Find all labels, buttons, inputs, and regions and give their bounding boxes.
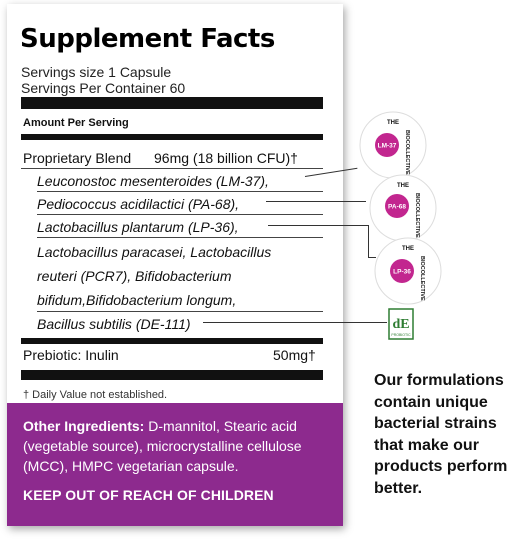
daily-value-footnote: † Daily Value not established. bbox=[23, 389, 168, 401]
strain-line: Pediococcus acidilactici (PA-68), bbox=[37, 196, 240, 212]
row-divider bbox=[37, 311, 323, 312]
svg-text:BIOCOLLECTIVE: BIOCOLLECTIVE bbox=[419, 256, 425, 301]
svg-text:LP-36: LP-36 bbox=[393, 269, 411, 276]
de111-logo: dE PROBIOTIC bbox=[388, 308, 414, 340]
supplement-facts-panel: Supplement Facts Servings size 1 Capsule… bbox=[7, 4, 343, 526]
strain-line: Lactobacillus paracasei, Lactobacillus bbox=[37, 244, 272, 260]
biocollective-badge-pa68: THE PA-68 BIOCOLLECTIVE bbox=[369, 174, 437, 242]
leader-line-lp36-v bbox=[368, 225, 369, 257]
warning-text: KEEP OUT OF REACH OF CHILDREN bbox=[23, 487, 274, 503]
strain-line: Leuconostoc mesenteroides (LM-37), bbox=[37, 173, 269, 189]
svg-text:LM-37: LM-37 bbox=[378, 143, 397, 150]
svg-text:THE: THE bbox=[402, 246, 414, 252]
leader-line-lp36-h bbox=[268, 225, 368, 226]
other-ingredients-label: Other Ingredients: bbox=[23, 418, 145, 434]
svg-text:BIOCOLLECTIVE: BIOCOLLECTIVE bbox=[414, 193, 420, 238]
row-divider bbox=[37, 237, 323, 238]
blend-label: Proprietary Blend bbox=[23, 150, 132, 166]
serving-size: Servings size 1 Capsule bbox=[21, 64, 172, 80]
leader-line-de111 bbox=[203, 322, 387, 323]
svg-text:dE: dE bbox=[392, 317, 409, 332]
strain-line: bifidum,Bifidobacterium longum, bbox=[37, 292, 237, 308]
other-ingredients-text: D-mannitol, Stearic acid (vegetable sour… bbox=[23, 418, 302, 474]
row-divider bbox=[21, 168, 323, 169]
panel-title: Supplement Facts bbox=[20, 24, 275, 54]
thick-divider bbox=[21, 370, 323, 380]
svg-text:PA-68: PA-68 bbox=[388, 204, 406, 211]
row-divider bbox=[37, 214, 323, 215]
svg-text:PROBIOTIC: PROBIOTIC bbox=[391, 333, 411, 337]
leader-line-pa68 bbox=[266, 201, 366, 202]
amount-per-serving-header: Amount Per Serving bbox=[23, 117, 129, 129]
other-ingredients-band: Other Ingredients: D-mannitol, Stearic a… bbox=[7, 403, 343, 526]
strain-line: Bacillus subtilis (DE-111) bbox=[37, 316, 191, 332]
row-divider bbox=[37, 191, 323, 192]
svg-text:BIOCOLLECTIVE: BIOCOLLECTIVE bbox=[404, 130, 410, 175]
svg-text:THE: THE bbox=[387, 120, 399, 126]
other-ingredients: Other Ingredients: D-mannitol, Stearic a… bbox=[23, 416, 333, 476]
strain-line: reuteri (PCR7), Bifidobacterium bbox=[37, 268, 232, 284]
medium-divider bbox=[21, 338, 323, 344]
prebiotic-amount: 50mg† bbox=[273, 347, 316, 363]
thick-divider bbox=[21, 97, 323, 109]
tagline: Our formulations contain unique bacteria… bbox=[374, 372, 508, 497]
strain-line: Lactobacillus plantarum (LP-36), bbox=[37, 219, 239, 235]
biocollective-badge-lp36: THE LP-36 BIOCOLLECTIVE bbox=[374, 237, 442, 305]
blend-amount: 96mg (18 billion CFU)† bbox=[154, 150, 298, 166]
svg-text:THE: THE bbox=[397, 183, 409, 189]
medium-divider bbox=[21, 134, 323, 140]
prebiotic-label: Prebiotic: Inulin bbox=[23, 347, 119, 363]
biocollective-badge-lm37: THE LM-37 BIOCOLLECTIVE bbox=[359, 111, 427, 179]
servings-per-container: Servings Per Container 60 bbox=[21, 80, 186, 96]
leader-line-lp36-end bbox=[368, 257, 376, 258]
